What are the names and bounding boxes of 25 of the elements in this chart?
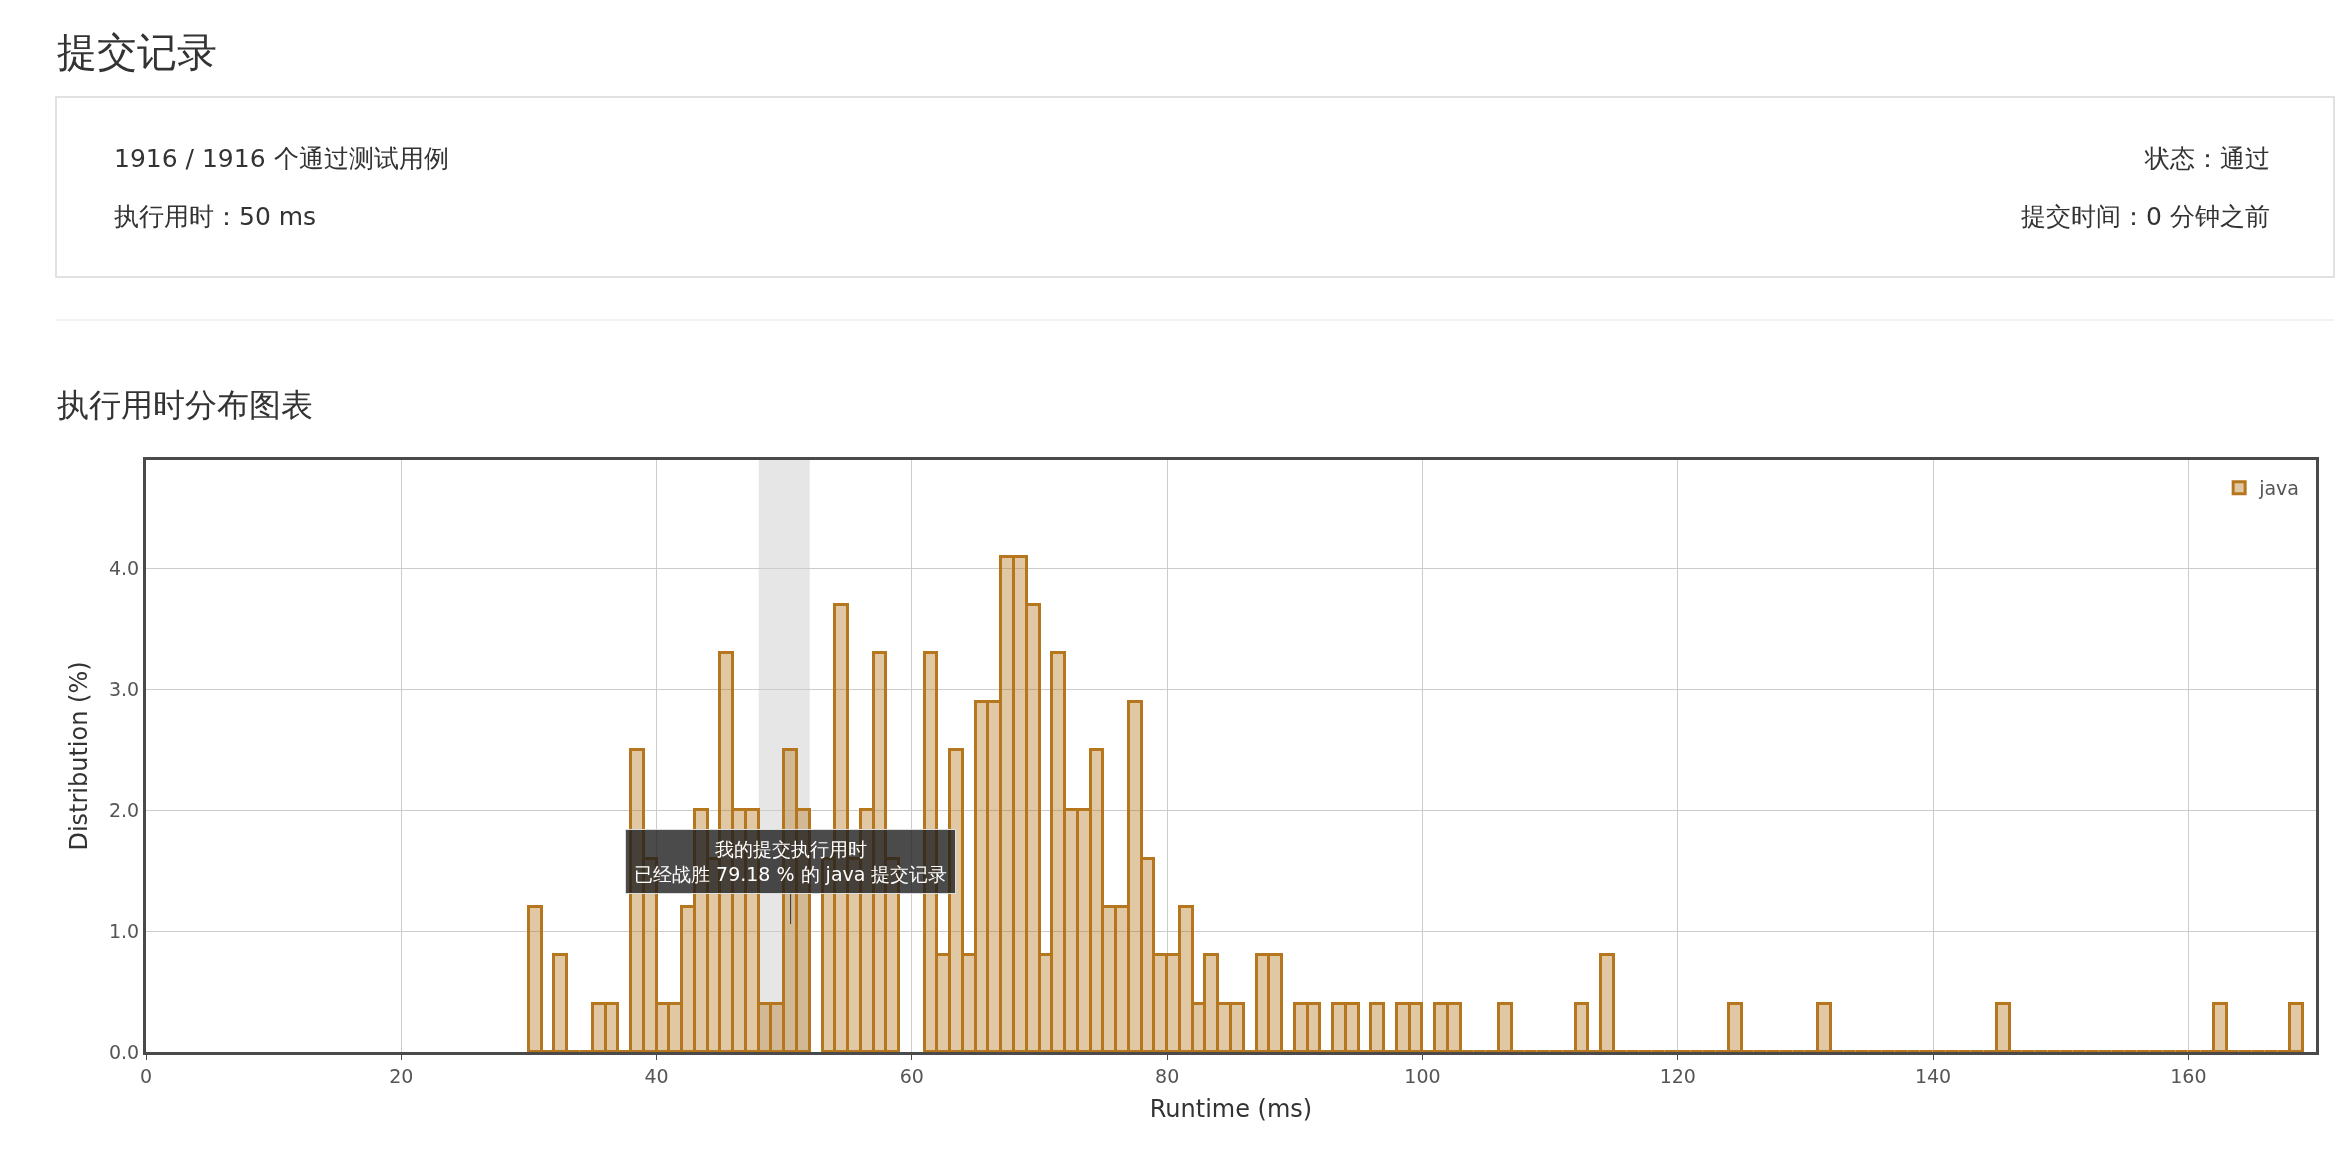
- text: 状态：通过: [2144, 144, 2270, 173]
- text: 1916 / 1916 个通过测试用例: [114, 144, 449, 173]
- y-axis-title: Distribution (%): [65, 661, 94, 851]
- x-tick-label: 120: [1659, 1064, 1696, 1087]
- chart-title: 执行用时分布图表: [57, 386, 313, 424]
- x-tick-label: 0: [139, 1064, 153, 1087]
- legend-label: java: [2258, 477, 2299, 500]
- x-tick-label: 60: [899, 1064, 924, 1087]
- annotation: 我的提交执行用时: [714, 838, 867, 860]
- y-tick-label: 1.0: [108, 919, 140, 942]
- x-tick-label: 140: [1914, 1064, 1952, 1087]
- y-tick-label: 2.0: [108, 799, 140, 822]
- x-tick-label: 160: [2170, 1064, 2207, 1087]
- x-axis-title: Runtime (ms): [1149, 1095, 1313, 1124]
- x-tick-label: 20: [389, 1064, 414, 1087]
- y-tick-label: 3.0: [108, 678, 140, 701]
- x-tick-label: 80: [1155, 1064, 1180, 1087]
- annotation: 已经战胜 79.18 % 的 java 提交记录: [634, 862, 948, 885]
- text: 提交记录: [57, 29, 217, 75]
- x-tick-label: 100: [1404, 1064, 1441, 1087]
- y-tick-label: 0.0: [108, 1040, 140, 1063]
- text: 提交时间：0 分钟之前: [2021, 202, 2270, 231]
- text: 执行用时：50 ms: [114, 202, 317, 231]
- y-tick-label: 4.0: [108, 557, 140, 580]
- x-tick-label: 40: [644, 1064, 669, 1087]
